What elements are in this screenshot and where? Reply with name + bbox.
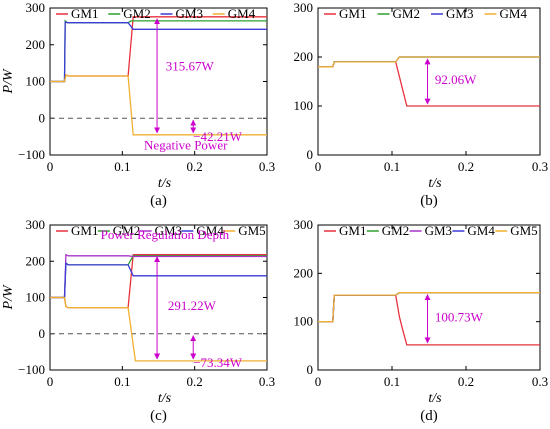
x-tick-label: 0.2 (458, 374, 474, 389)
annotation-text: 315.67W (166, 58, 215, 73)
x-tick-label: 0.3 (259, 159, 275, 174)
y-tick-label: 100 (26, 74, 46, 89)
series-line-gm1 (50, 16, 267, 83)
x-tick-label: 0.1 (384, 159, 400, 174)
plot-frame (317, 224, 541, 371)
legend-entry: GM4 (228, 6, 256, 21)
x-tick-label: 0 (315, 159, 322, 174)
legend-entry: GM2 (393, 6, 420, 21)
x-tick-label: 0.3 (532, 374, 548, 389)
panel-label: (a) (150, 193, 167, 209)
y-tick-label: 300 (26, 217, 46, 232)
annotation-text: Negative Power (144, 137, 228, 152)
y-tick-label: −100 (18, 147, 45, 162)
panel-label: (d) (420, 408, 438, 424)
legend-entry: GM4 (500, 6, 528, 21)
series-line-gm5 (318, 292, 540, 323)
series-line-gm2 (50, 19, 267, 83)
y-tick-label: 100 (294, 314, 314, 329)
series-line-gm1 (318, 61, 540, 107)
x-axis-label: t/s (158, 176, 172, 191)
legend-entry: GM2 (113, 223, 140, 238)
y-tick-label: −100 (18, 362, 45, 377)
series-line-gm2 (318, 292, 540, 323)
x-axis-label: t/s (428, 176, 442, 191)
series-line-gm4 (318, 56, 540, 68)
legend-entry: GM5 (510, 223, 537, 238)
y-tick-label: 200 (294, 49, 314, 64)
x-tick-label: 0.3 (259, 374, 275, 389)
legend-entry: GM3 (155, 223, 182, 238)
x-tick-label: 0.2 (458, 159, 474, 174)
y-tick-label: 0 (39, 110, 46, 125)
annotation-text: 100.73W (435, 310, 484, 325)
y-axis-label: P/W (1, 284, 16, 310)
series-line-gm1 (50, 254, 267, 309)
legend-entry: GM3 (425, 223, 452, 238)
x-tick-label: 0.1 (114, 374, 130, 389)
plot-frame (49, 224, 268, 371)
y-tick-label: 200 (294, 265, 314, 280)
y-tick-label: 0 (39, 326, 46, 341)
plot-frame (317, 7, 541, 156)
x-tick-label: 0 (315, 374, 322, 389)
y-tick-label: 300 (294, 0, 314, 15)
series-line-gm4 (318, 292, 540, 323)
y-tick-label: 300 (294, 217, 314, 232)
legend-entry: GM3 (446, 6, 473, 21)
x-tick-label: 0 (47, 159, 54, 174)
x-tick-label: 0 (47, 374, 54, 389)
series-line-gm1 (318, 294, 540, 346)
annotation-text: −42.21W (193, 129, 243, 144)
y-tick-label: 200 (26, 253, 46, 268)
x-tick-label: 0.1 (114, 159, 130, 174)
x-axis-label: t/s (428, 391, 442, 406)
legend-entry: GM1 (339, 223, 366, 238)
annotation-text: −73.34W (193, 355, 243, 370)
annotation-text: 92.06W (435, 72, 477, 87)
y-tick-label: 0 (307, 147, 314, 162)
legend-entry: GM2 (382, 223, 409, 238)
series-line-gm3 (318, 292, 540, 323)
panel-label: (c) (150, 408, 167, 424)
series-line-gm4 (50, 261, 267, 299)
legend-entry: GM1 (71, 6, 98, 21)
annotation-text: 291.22W (168, 298, 217, 313)
legend-entry: GM4 (467, 223, 495, 238)
y-axis-label: P/W (1, 68, 16, 94)
series-line-gm3 (50, 21, 267, 83)
legend-entry: GM4 (196, 223, 224, 238)
legend-entry: GM2 (123, 6, 150, 21)
y-tick-label: 100 (294, 98, 314, 113)
y-tick-label: 0 (307, 362, 314, 377)
chart-panel-b: 300 200 100 00 0.1 0.2 0.3 t/s GM1 GM2 GM3 GM4 92.06… (294, 0, 549, 209)
x-tick-label: 0.2 (187, 159, 203, 174)
legend-entry: GM1 (339, 6, 366, 21)
annotation-text: Power Regulation Depth (101, 227, 230, 242)
series-line-gm2 (50, 255, 267, 299)
chart-panel-d: 300 200 100 00 0.1 0.2 0.3 t/s GM1 GM2 GM3 GM4 GM5 10… (294, 217, 549, 424)
legend-entry: GM1 (71, 223, 98, 238)
x-tick-label: 0.2 (187, 374, 203, 389)
y-tick-label: 200 (26, 37, 46, 52)
y-tick-label: 300 (26, 0, 46, 15)
legend-entry: GM3 (176, 6, 203, 21)
x-tick-label: 0.1 (384, 374, 400, 389)
x-tick-label: 0.3 (532, 159, 548, 174)
panel-label: (b) (420, 193, 438, 209)
series-line-gm5 (50, 296, 267, 362)
series-line-gm4 (50, 73, 267, 136)
y-tick-label: 100 (26, 290, 46, 305)
legend-entry: GM5 (238, 223, 265, 238)
x-axis-label: t/s (158, 391, 172, 406)
